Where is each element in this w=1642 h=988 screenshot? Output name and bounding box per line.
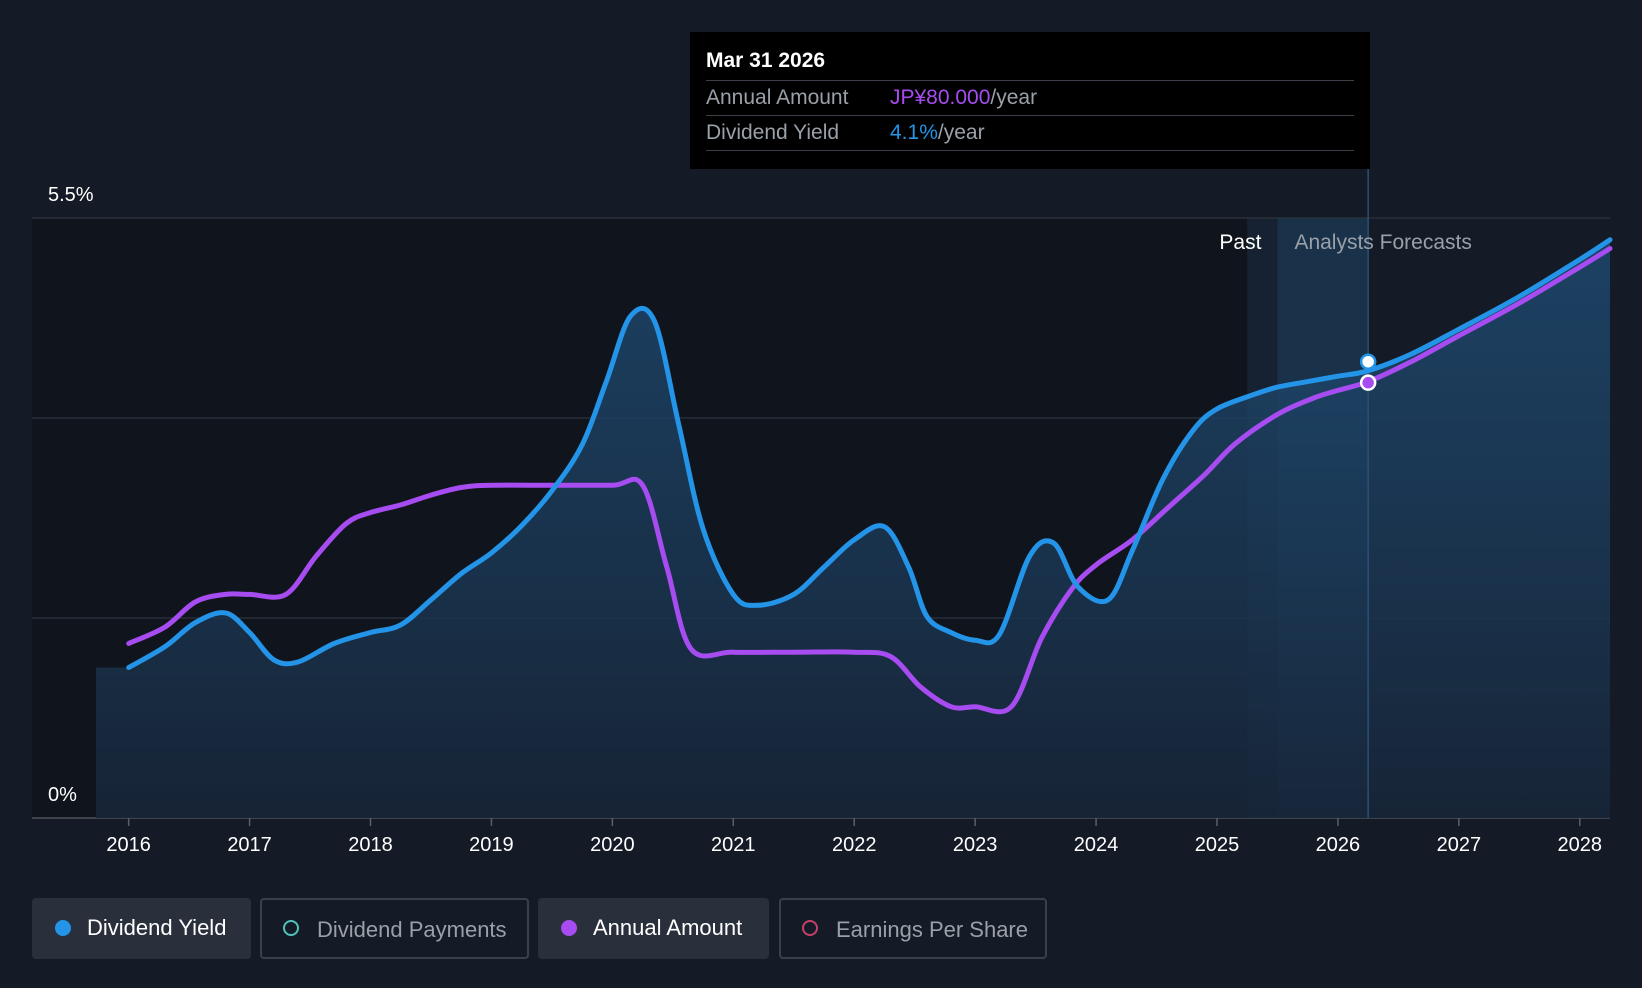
x-tick-label: 2021 (711, 834, 756, 856)
tooltip-annual-amount-value-wrap: JP¥80.000/year (890, 81, 1037, 115)
dividend-yield-area (96, 239, 1610, 819)
tooltip-annual-amount-row: Annual Amount JP¥80.000/year (706, 81, 1354, 116)
y-tick-label-top: 5.5% (48, 184, 94, 206)
y-axis-labels: 5.5% 0% (48, 184, 94, 806)
dividend-chart: 2016 2017 2018 2019 2020 2021 2022 2023 2024 2025… (32, 169, 1613, 856)
x-tick-label: 2026 (1316, 834, 1361, 856)
earnings-per-share-ring-icon (802, 920, 818, 936)
tooltip-annual-amount-value: JP¥80.000 (890, 86, 991, 109)
tooltip-dividend-yield-value-wrap: 4.1%/year (890, 116, 985, 150)
tooltip-dividend-yield-label: Dividend Yield (706, 121, 840, 144)
dividend-yield-marker[interactable] (1359, 353, 1377, 370)
tooltip-annual-amount-unit: /year (990, 86, 1038, 109)
chart-tooltip: Mar 31 2026 Annual Amount JP¥80.000/year… (690, 32, 1370, 169)
legend-dividend-payments[interactable]: Dividend Payments (260, 898, 529, 959)
tooltip-date: Mar 31 2026 (706, 46, 1354, 81)
tooltip-annual-amount-label: Annual Amount (706, 86, 849, 109)
x-tick-label: 2018 (348, 834, 393, 856)
dividend-yield-dot-icon (55, 920, 71, 936)
legend-dividend-payments-label: Dividend Payments (317, 917, 507, 942)
annual-amount-marker[interactable] (1359, 374, 1377, 391)
x-tick-label: 2025 (1195, 834, 1240, 856)
x-tick-label: 2022 (832, 834, 877, 856)
x-tick-label: 2016 (106, 834, 151, 856)
dividend-yield-line (126, 237, 1613, 670)
x-tick-label: 2019 (469, 834, 514, 856)
annual-amount-dot-icon (561, 920, 577, 936)
dividend-payments-ring-icon (283, 920, 299, 936)
legend-dividend-yield[interactable]: Dividend Yield (32, 898, 251, 959)
y-tick-label-bottom: 0% (48, 784, 77, 806)
x-tick-label: 2028 (1558, 834, 1603, 856)
legend-annual-amount-label: Annual Amount (593, 915, 743, 940)
tooltip-dividend-yield-value: 4.1% (890, 121, 938, 144)
past-region-label: Past (1219, 231, 1261, 254)
forecast-region-label: Analysts Forecasts (1294, 231, 1471, 254)
legend-earnings-per-share[interactable]: Earnings Per Share (779, 898, 1047, 959)
legend-earnings-per-share-label: Earnings Per Share (836, 917, 1028, 942)
x-axis: 2016 2017 2018 2019 2020 2021 2022 2023 2024 2025… (106, 818, 1602, 856)
tooltip-dividend-yield-unit: /year (937, 121, 985, 144)
x-tick-label: 2024 (1074, 834, 1119, 856)
x-tick-label: 2023 (953, 834, 998, 856)
x-tick-label: 2017 (227, 834, 272, 856)
x-tick-label: 2020 (590, 834, 635, 856)
legend-dividend-yield-label: Dividend Yield (87, 915, 227, 940)
annual-amount-line (126, 246, 1613, 715)
tooltip-dividend-yield-row: Dividend Yield 4.1%/year (706, 116, 1354, 151)
legend-annual-amount[interactable]: Annual Amount (538, 898, 769, 959)
x-tick-label: 2027 (1437, 834, 1482, 856)
